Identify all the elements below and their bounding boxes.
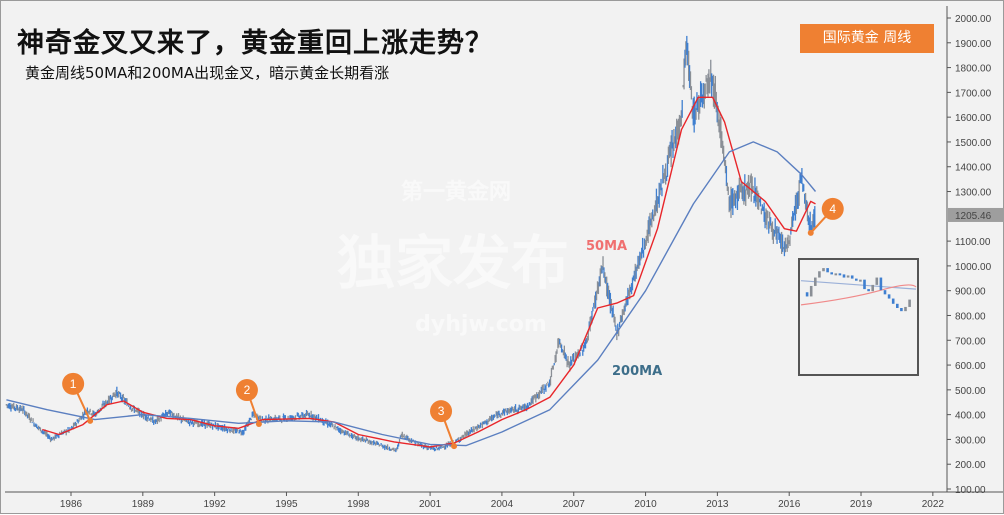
marker-number: 3 [438, 404, 445, 418]
crossover-marker-3: 3 [430, 400, 458, 450]
y-tick-label: 1700.00 [955, 88, 992, 99]
instrument-badge: 国际黄金 周线 [800, 24, 934, 53]
y-tick-label: 2000.00 [955, 14, 992, 25]
x-tick-label: 1998 [347, 499, 370, 510]
y-tick-label: 1900.00 [955, 39, 992, 50]
ma200-line [6, 141, 817, 447]
inset-candle [875, 277, 879, 285]
marker-dot [807, 229, 814, 236]
inset-candle [805, 292, 809, 297]
inset-candle [809, 285, 813, 297]
inset-candle [871, 284, 874, 292]
x-tick-label: 1995 [275, 499, 298, 510]
marker-number: 4 [829, 202, 836, 216]
y-tick-label: 700.00 [955, 336, 986, 347]
marker-number: 1 [70, 377, 77, 391]
marker-badge [821, 197, 844, 220]
inset-candle [863, 279, 866, 290]
y-tick-label: 1800.00 [955, 64, 992, 75]
y-tick-label: 200.00 [955, 460, 986, 471]
y-tick-label: 500.00 [955, 386, 986, 397]
ma200-label: 200MA [612, 364, 663, 379]
y-tick-label: 1300.00 [955, 188, 992, 199]
inset-candle [842, 274, 846, 278]
last-price-box [948, 207, 1004, 222]
inset-zoom [798, 258, 919, 376]
last-price-label: 1205.46 [955, 211, 992, 222]
y-tick-label: 900.00 [955, 287, 986, 298]
marker-badge [235, 379, 258, 402]
marker-badge [430, 400, 453, 423]
x-tick-label: 1989 [132, 499, 155, 510]
watermark-url: dyhjw.com [415, 312, 547, 337]
inset-candle [900, 308, 903, 312]
y-tick-label: 1100.00 [955, 237, 991, 248]
x-tick-label: 2019 [850, 499, 873, 510]
x-tick-label: 2022 [922, 499, 945, 510]
y-tick-label: 800.00 [955, 311, 986, 322]
inset-candle [904, 306, 907, 312]
inset-candle [859, 279, 862, 282]
inset-candle [830, 272, 833, 275]
x-tick-label: 2013 [706, 499, 729, 510]
inset-candle [883, 290, 887, 295]
chart-subtitle: 黄金周线50MA和200MA出现金叉，暗示黄金长期看涨 [25, 64, 390, 82]
y-tick-label: 100.00 [955, 485, 986, 496]
inset-ma50-line [800, 284, 917, 306]
inset-candle [850, 275, 854, 279]
y-tick-label: 300.00 [955, 435, 986, 446]
x-tick-label: 2010 [634, 499, 657, 510]
crossover-marker-1: 1 [62, 372, 94, 424]
watermark-main: 独家发布 [337, 229, 569, 297]
y-tick-label: 1000.00 [955, 262, 992, 273]
marker-dot [255, 421, 262, 428]
crossover-marker-2: 2 [235, 379, 262, 428]
inset-candle [818, 271, 821, 278]
x-tick-label: 2001 [419, 499, 442, 510]
inset-candle [834, 273, 838, 276]
inset-candle [846, 275, 850, 278]
inset-candle [879, 277, 883, 291]
ma50-line [42, 96, 816, 448]
y-tick-label: 1600.00 [955, 113, 992, 124]
y-tick-label: 1500.00 [955, 138, 992, 149]
marker-dot [87, 417, 94, 424]
inset-candle [826, 268, 829, 273]
crossover-marker-4: 4 [807, 197, 844, 236]
inset-candle [891, 298, 895, 304]
inset-ma200-line [800, 280, 917, 290]
y-tick-label: 400.00 [955, 411, 986, 422]
x-tick-label: 1986 [60, 499, 83, 510]
inset-candle [867, 289, 870, 292]
x-tick-label: 1992 [204, 499, 227, 510]
x-tick-label: 2007 [563, 499, 586, 510]
inset-candle [887, 294, 891, 299]
inset-candle [855, 278, 858, 281]
x-tick-label: 2004 [491, 499, 514, 510]
inset-candle [908, 299, 911, 307]
watermark-top: 第一黄金网 [401, 179, 511, 205]
marker-badge [62, 372, 85, 395]
x-tick-label: 2016 [778, 499, 801, 510]
y-tick-label: 600.00 [955, 361, 986, 372]
y-tick-label: 1400.00 [955, 163, 992, 174]
inset-candle [896, 303, 899, 308]
marker-dot [451, 443, 458, 450]
inset-candle [814, 277, 817, 286]
chart-title: 神奇金叉又来了，黄金重回上涨走势？ [17, 28, 493, 59]
inset-candle [822, 268, 825, 272]
inset-candle [838, 273, 842, 276]
marker-number: 2 [244, 383, 251, 397]
ma50-label: 50MA [586, 239, 628, 254]
